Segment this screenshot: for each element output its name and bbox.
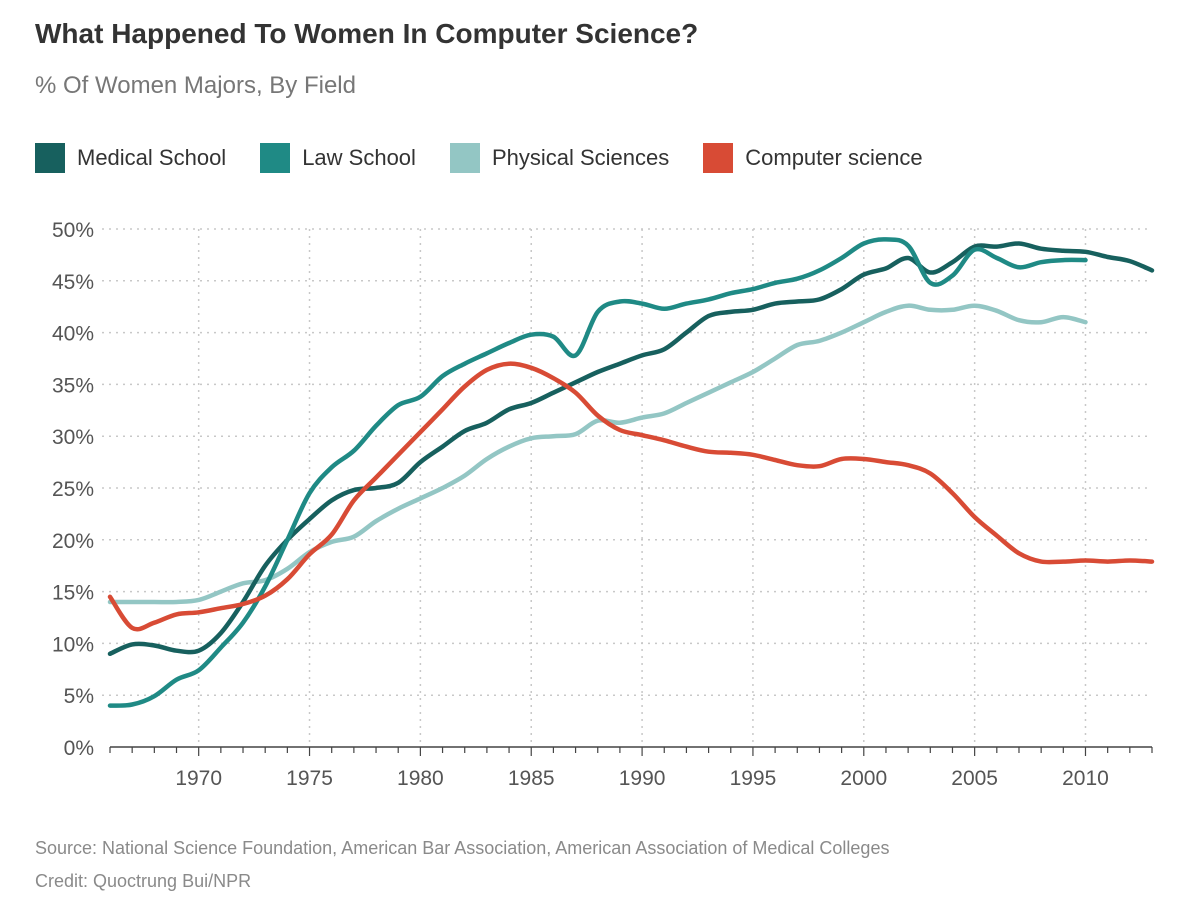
- source-note: Source: National Science Foundation, Ame…: [35, 838, 890, 858]
- y-tick-label: 15%: [52, 582, 94, 605]
- chart-subtitle: % Of Women Majors, By Field: [35, 72, 356, 99]
- series-line-computer-science: [107, 361, 1155, 632]
- series-line-law-school: [107, 237, 1088, 708]
- y-tick-label: 10%: [52, 633, 94, 656]
- x-tick-label: 1995: [730, 767, 777, 790]
- x-tick-label: 2005: [951, 767, 998, 790]
- y-tick-label: 20%: [52, 530, 94, 553]
- legend-item-law-school: Law School: [260, 143, 416, 173]
- series-line-medical-school: [107, 241, 1155, 657]
- chart-title: What Happened To Women In Computer Scien…: [35, 18, 699, 49]
- legend-item-computer-science: Computer science: [703, 143, 923, 173]
- x-tick-label: 1985: [508, 767, 555, 790]
- y-tick-label: 35%: [52, 374, 94, 397]
- y-gridlines: [102, 228, 1152, 696]
- credit-note: Credit: Quoctrung Bui/NPR: [35, 871, 252, 891]
- line-chart: 0% 5% 10% 15% 20% 25% 30% 35% 40% 45% 50% 1970 1975…: [52, 219, 1155, 790]
- legend-swatch-medical-school: [35, 143, 65, 173]
- x-tick-label: 1990: [619, 767, 666, 790]
- x-gridlines: [197, 229, 1087, 747]
- y-tick-label: 50%: [52, 219, 94, 242]
- legend-swatch-computer-science: [703, 143, 734, 173]
- legend: Medical School Law School Physical Scien…: [35, 143, 957, 173]
- legend-label-computer-science: Computer science: [745, 145, 923, 170]
- series-lines: [107, 237, 1155, 708]
- x-tick-label: 2010: [1062, 767, 1109, 790]
- legend-label-law-school: Law School: [302, 145, 416, 170]
- y-tick-label: 0%: [64, 737, 94, 760]
- series-line-physical-sciences: [107, 303, 1088, 605]
- y-tick-label: 30%: [52, 426, 94, 449]
- x-tick-label: 1975: [286, 767, 333, 790]
- legend-item-physical-sciences: Physical Sciences: [449, 143, 670, 173]
- x-tick-label: 2000: [840, 767, 887, 790]
- legend-label-physical-sciences: Physical Sciences: [491, 145, 670, 170]
- y-tick-label: 5%: [64, 685, 94, 708]
- legend-label-medical-school: Medical School: [77, 145, 227, 170]
- legend-swatch-physical-sciences: [449, 143, 480, 173]
- legend-item-medical-school: Medical School: [35, 143, 226, 173]
- x-tick-label: 1980: [397, 767, 444, 790]
- y-tick-label: 25%: [52, 478, 94, 501]
- y-axis-labels: 0% 5% 10% 15% 20% 25% 30% 35% 40% 45% 50%: [52, 219, 94, 760]
- x-axis: 1970 1975 1980 1985 1990 1995 2000 2005 2010: [109, 746, 1153, 790]
- legend-swatch-law-school: [260, 143, 291, 173]
- y-tick-label: 45%: [52, 271, 94, 294]
- x-tick-label: 1970: [175, 767, 222, 790]
- y-tick-label: 40%: [52, 323, 94, 346]
